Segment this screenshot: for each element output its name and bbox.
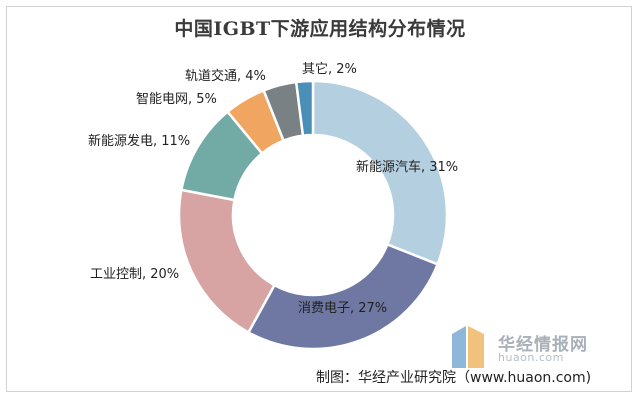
slice-label-7: 其它, 2% [302,61,357,77]
donut-slice-3 [177,188,277,335]
watermark-url: huaon.com [498,351,564,364]
donut-slices [177,79,449,351]
slice-labels: 新能源汽车, 31% 消费电子, 27% 工业控制, 20% 新能源发电, 11% 智能… [88,61,458,316]
watermark-logo-icon [452,326,484,368]
donut-slice-2 [246,242,440,351]
slice-label-4: 新能源发电, 11% [88,133,190,149]
chart-credit: 制图：华经产业研究院（www.huaon.com) [316,370,592,386]
slice-label-1: 新能源汽车, 31% [356,159,458,175]
slice-label-2: 消费电子, 27% [298,301,387,316]
donut-slice-7 [294,79,315,138]
slice-label-3: 工业控制, 20% [90,267,179,282]
chart-title: 中国IGBT下游应用结构分布情况 [174,18,466,40]
donut-slice-1 [311,79,449,266]
slice-label-6: 轨道交通, 4% [185,68,266,84]
slice-label-5: 智能电网, 5% [136,92,217,107]
watermark-brand: 华经情报网 [498,335,588,355]
